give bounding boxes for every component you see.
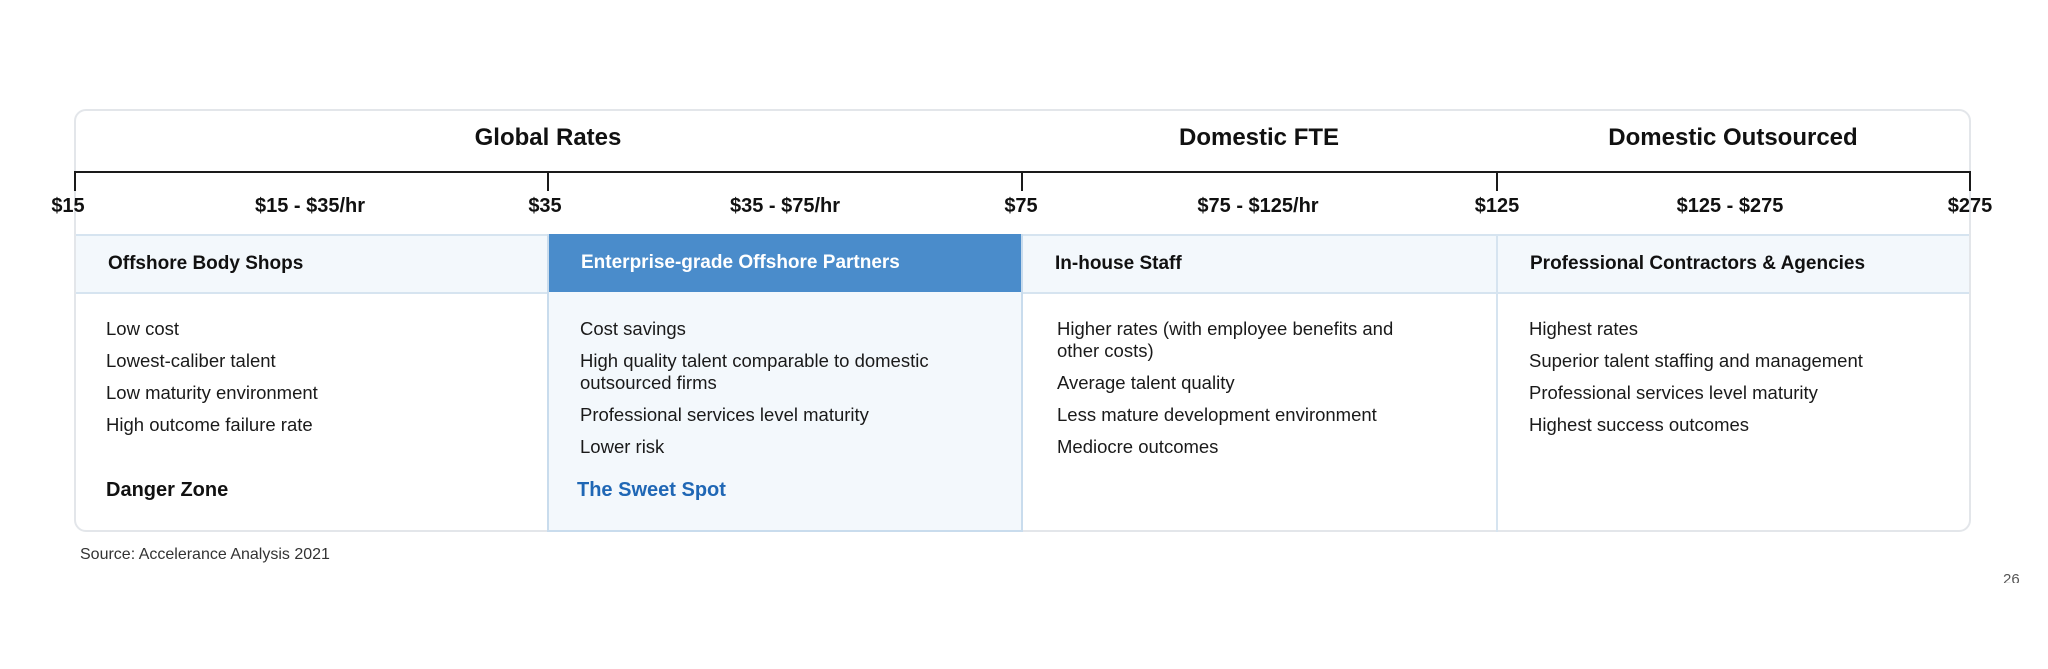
- column-header-inhouse-staff: In-house Staff: [1023, 234, 1496, 294]
- list-item: Highest success outcomes: [1529, 414, 1750, 435]
- axis-tick: [74, 171, 76, 191]
- tick-label-75: $75: [1004, 195, 1038, 217]
- list-item: Superior talent staffing and management: [1529, 350, 1863, 371]
- column-header-enterprise-offshore: Enterprise-grade Offshore Partners: [549, 234, 1021, 292]
- group-title-domestic-outsourced: Domestic Outsourced: [1608, 124, 1858, 151]
- offshore-body-shops-list: Low cost Lowest-caliber talent Low matur…: [106, 318, 516, 446]
- professional-contractors-list: Highest rates Superior talent staffing a…: [1529, 318, 1949, 446]
- enterprise-offshore-list: Cost savings High quality talent compara…: [580, 318, 980, 468]
- list-item: Higher rates (with employee benefits and…: [1057, 318, 1394, 361]
- danger-zone-label: Danger Zone: [106, 479, 229, 501]
- list-item: Average talent quality: [1057, 372, 1235, 393]
- range-label-inhouse: $75 - $125/hr: [1197, 195, 1319, 217]
- list-item: Low cost: [106, 318, 180, 339]
- group-title-domestic-fte: Domestic FTE: [1178, 124, 1340, 151]
- tick-label-275: $275: [1947, 195, 1993, 217]
- list-item: Mediocre outcomes: [1057, 436, 1219, 457]
- list-item: High outcome failure rate: [106, 414, 313, 435]
- list-item: Highest rates: [1529, 318, 1638, 339]
- range-label-offshore: $15 - $35/hr: [254, 195, 366, 217]
- tick-label-35: $35: [528, 195, 562, 217]
- tick-label-15: $15: [51, 195, 85, 217]
- list-item: High quality talent comparable to domest…: [580, 350, 929, 393]
- list-item: Cost savings: [580, 318, 686, 339]
- group-title-global: Global Rates: [474, 124, 622, 151]
- list-item: Lower risk: [580, 436, 665, 457]
- axis-tick: [1496, 171, 1498, 191]
- axis-tick: [547, 171, 549, 191]
- list-item: Low maturity environment: [106, 382, 318, 403]
- sweet-spot-label: The Sweet Spot: [577, 479, 726, 501]
- range-label-enterprise: $35 - $75/hr: [729, 195, 841, 217]
- page-number: 26: [2003, 571, 2020, 583]
- column-divider: [1496, 234, 1498, 532]
- tick-label-125: $125: [1474, 195, 1520, 217]
- list-item: Professional services level maturity: [580, 404, 869, 425]
- axis-tick: [1969, 171, 1971, 191]
- list-item: Less mature development environment: [1057, 404, 1377, 425]
- column-header-professional-contractors: Professional Contractors & Agencies: [1498, 234, 1969, 294]
- range-label-contractors: $125 - $275: [1676, 195, 1784, 217]
- axis-tick: [1021, 171, 1023, 191]
- source-note: Source: Accelerance Analysis 2021: [80, 546, 330, 563]
- list-item: Lowest-caliber talent: [106, 350, 276, 371]
- list-item: Professional services level maturity: [1529, 382, 1818, 403]
- inhouse-staff-list: Higher rates (with employee benefits and…: [1057, 318, 1417, 468]
- column-header-offshore-body-shops: Offshore Body Shops: [76, 234, 547, 294]
